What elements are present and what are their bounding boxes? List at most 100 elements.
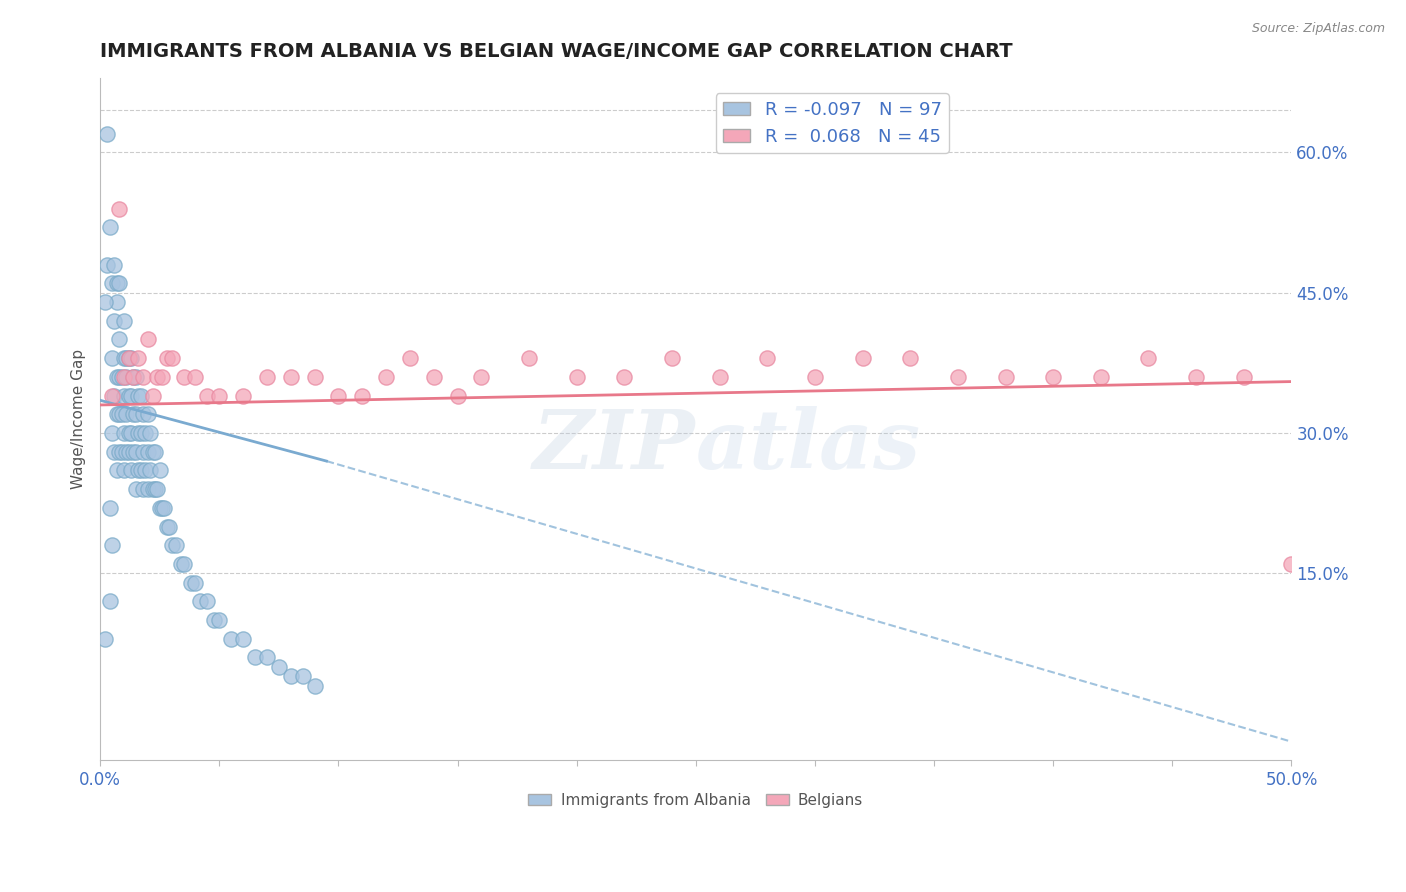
- Point: [132, 370, 155, 384]
- Point: [120, 425, 142, 440]
- Text: atlas: atlas: [696, 406, 921, 486]
- Point: [101, 425, 124, 440]
- Point: [1137, 351, 1160, 366]
- Point: [141, 482, 163, 496]
- Point: [1090, 370, 1112, 384]
- Point: [110, 407, 132, 421]
- Point: [108, 202, 131, 216]
- Point: [136, 333, 159, 347]
- Point: [110, 370, 132, 384]
- Point: [108, 407, 131, 421]
- Point: [304, 370, 326, 384]
- Point: [180, 575, 202, 590]
- Point: [153, 500, 176, 515]
- Point: [125, 482, 148, 496]
- Point: [143, 444, 166, 458]
- Text: ZIP: ZIP: [533, 406, 696, 486]
- Point: [125, 444, 148, 458]
- Point: [101, 351, 124, 366]
- Point: [105, 463, 128, 477]
- Point: [103, 258, 125, 272]
- Point: [136, 407, 159, 421]
- Point: [112, 389, 135, 403]
- Point: [994, 370, 1017, 384]
- Point: [195, 389, 218, 403]
- Point: [160, 538, 183, 552]
- Point: [105, 370, 128, 384]
- Point: [103, 444, 125, 458]
- Text: Source: ZipAtlas.com: Source: ZipAtlas.com: [1251, 22, 1385, 36]
- Point: [120, 389, 142, 403]
- Point: [110, 444, 132, 458]
- Point: [118, 444, 141, 458]
- Point: [136, 444, 159, 458]
- Point: [375, 370, 398, 384]
- Point: [118, 389, 141, 403]
- Point: [208, 613, 231, 627]
- Point: [141, 444, 163, 458]
- Y-axis label: Wage/Income Gap: Wage/Income Gap: [72, 349, 86, 489]
- Point: [1281, 557, 1303, 571]
- Point: [127, 389, 149, 403]
- Point: [94, 295, 117, 310]
- Point: [108, 370, 131, 384]
- Point: [101, 538, 124, 552]
- Point: [156, 519, 179, 533]
- Point: [112, 314, 135, 328]
- Point: [851, 351, 873, 366]
- Point: [149, 463, 172, 477]
- Point: [946, 370, 969, 384]
- Point: [98, 220, 121, 235]
- Point: [256, 650, 278, 665]
- Point: [94, 632, 117, 646]
- Point: [195, 594, 218, 608]
- Point: [149, 500, 172, 515]
- Point: [105, 277, 128, 291]
- Point: [304, 679, 326, 693]
- Point: [129, 389, 152, 403]
- Point: [232, 389, 254, 403]
- Point: [103, 314, 125, 328]
- Point: [150, 370, 173, 384]
- Point: [243, 650, 266, 665]
- Point: [256, 370, 278, 384]
- Point: [328, 389, 350, 403]
- Point: [125, 370, 148, 384]
- Point: [98, 500, 121, 515]
- Point: [661, 351, 683, 366]
- Point: [146, 370, 169, 384]
- Point: [1185, 370, 1208, 384]
- Point: [173, 557, 195, 571]
- Point: [96, 127, 118, 141]
- Point: [170, 557, 193, 571]
- Text: IMMIGRANTS FROM ALBANIA VS BELGIAN WAGE/INCOME GAP CORRELATION CHART: IMMIGRANTS FROM ALBANIA VS BELGIAN WAGE/…: [100, 42, 1012, 61]
- Point: [1042, 370, 1064, 384]
- Point: [125, 407, 148, 421]
- Point: [146, 482, 169, 496]
- Point: [103, 389, 125, 403]
- Point: [112, 351, 135, 366]
- Point: [165, 538, 187, 552]
- Point: [157, 519, 180, 533]
- Point: [173, 370, 195, 384]
- Point: [291, 669, 314, 683]
- Point: [122, 407, 145, 421]
- Point: [120, 463, 142, 477]
- Point: [898, 351, 921, 366]
- Point: [756, 351, 779, 366]
- Legend: Immigrants from Albania, Belgians: Immigrants from Albania, Belgians: [523, 787, 869, 814]
- Point: [184, 575, 207, 590]
- Point: [446, 389, 468, 403]
- Point: [118, 351, 141, 366]
- Point: [204, 613, 226, 627]
- Point: [565, 370, 588, 384]
- Point: [98, 594, 121, 608]
- Point: [184, 370, 207, 384]
- Point: [108, 444, 131, 458]
- Point: [517, 351, 540, 366]
- Point: [127, 425, 149, 440]
- Point: [112, 463, 135, 477]
- Point: [115, 444, 138, 458]
- Point: [105, 295, 128, 310]
- Point: [132, 482, 155, 496]
